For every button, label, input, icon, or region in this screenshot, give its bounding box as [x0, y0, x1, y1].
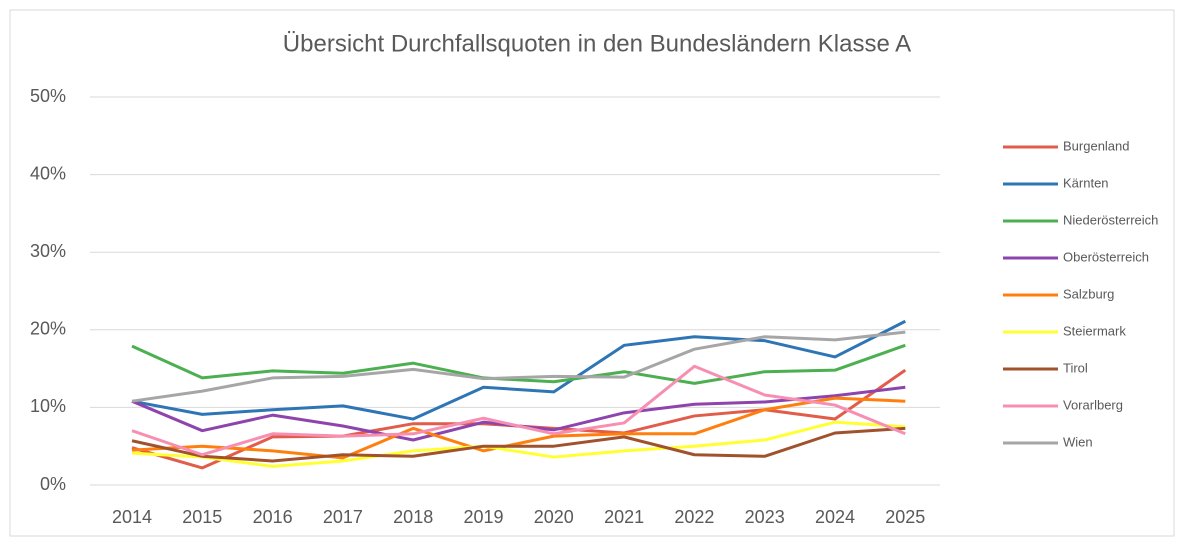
y-tick-label: 40%	[30, 163, 66, 183]
legend-label: Salzburg	[1063, 286, 1114, 301]
x-tick-label: 2024	[815, 507, 855, 527]
x-tick-label: 2016	[253, 507, 293, 527]
x-tick-label: 2022	[674, 507, 714, 527]
y-tick-label: 50%	[30, 86, 66, 106]
series-line	[131, 396, 906, 460]
series-line	[131, 426, 906, 463]
x-tick-label: 2020	[534, 507, 574, 527]
x-tick-label: 2018	[393, 507, 433, 527]
x-tick-label: 2023	[745, 507, 785, 527]
chart-frame	[9, 9, 1175, 537]
x-tick-label: 2015	[182, 507, 222, 527]
series-line	[131, 364, 906, 457]
legend-label: Steiermark	[1063, 323, 1126, 338]
legend-label: Oberösterreich	[1063, 249, 1149, 264]
series-line	[131, 343, 906, 385]
legend-label: Vorarlberg	[1063, 397, 1123, 412]
x-tick-label: 2025	[885, 507, 925, 527]
x-tick-label: 2014	[112, 507, 152, 527]
y-tick-label: 10%	[30, 396, 66, 416]
y-tick-label: 20%	[30, 319, 66, 339]
y-tick-label: 0%	[40, 474, 66, 494]
x-tick-label: 2019	[463, 507, 503, 527]
series-line	[131, 420, 906, 468]
y-tick-label: 30%	[30, 241, 66, 261]
x-tick-label: 2017	[323, 507, 363, 527]
chart-title: Übersicht Durchfallsquoten in den Bundes…	[283, 30, 911, 57]
legend-label: Niederösterreich	[1063, 212, 1158, 227]
series-line	[131, 330, 906, 403]
legend-label: Kärnten	[1063, 175, 1109, 190]
legend-label: Tirol	[1063, 360, 1088, 375]
x-tick-label: 2021	[604, 507, 644, 527]
series-line	[131, 319, 906, 421]
legend-label: Burgenland	[1063, 138, 1130, 153]
legend-label: Wien	[1063, 434, 1093, 449]
